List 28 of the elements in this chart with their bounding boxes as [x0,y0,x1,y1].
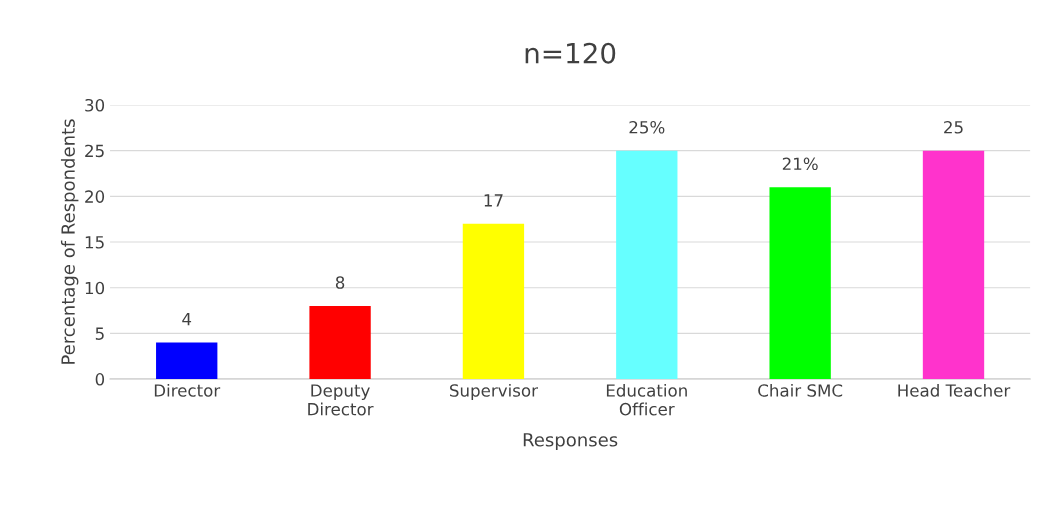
x-tick-label: Education Officer [606,383,687,416]
data-label: 25% [629,120,665,134]
y-tick-label: 5 [95,327,104,340]
y-tick-label: 0 [95,373,105,386]
bar [309,305,371,380]
x-tick-label: Chair SMC [758,383,843,397]
x-tick-label: Supervisor [450,383,538,401]
data-label: 8 [335,276,345,289]
data-label: 21% [782,157,818,171]
y-tick-label: 30 [85,98,105,112]
data-label: 4 [182,313,192,326]
bar [922,150,985,380]
data-label: 25 [944,120,963,134]
y-tick-label: 20 [85,190,105,203]
y-tick-label: 25 [85,144,104,158]
y-axis-title: Percentage of Respondents [60,119,79,364]
y-tick-label: 15 [85,236,104,249]
bar [156,342,218,380]
data-label: 17 [484,194,503,207]
x-tick-label: Head Teacher [898,383,1011,397]
y-tick-label: 10 [85,281,105,295]
x-tick-label: Director [154,383,221,397]
chart-title: n=120 [525,42,616,64]
bar [769,187,831,380]
bar [616,150,678,380]
x-tick-label: Deputy Director [308,384,374,416]
bar [462,223,525,380]
x-axis-title: Responses [523,433,618,451]
